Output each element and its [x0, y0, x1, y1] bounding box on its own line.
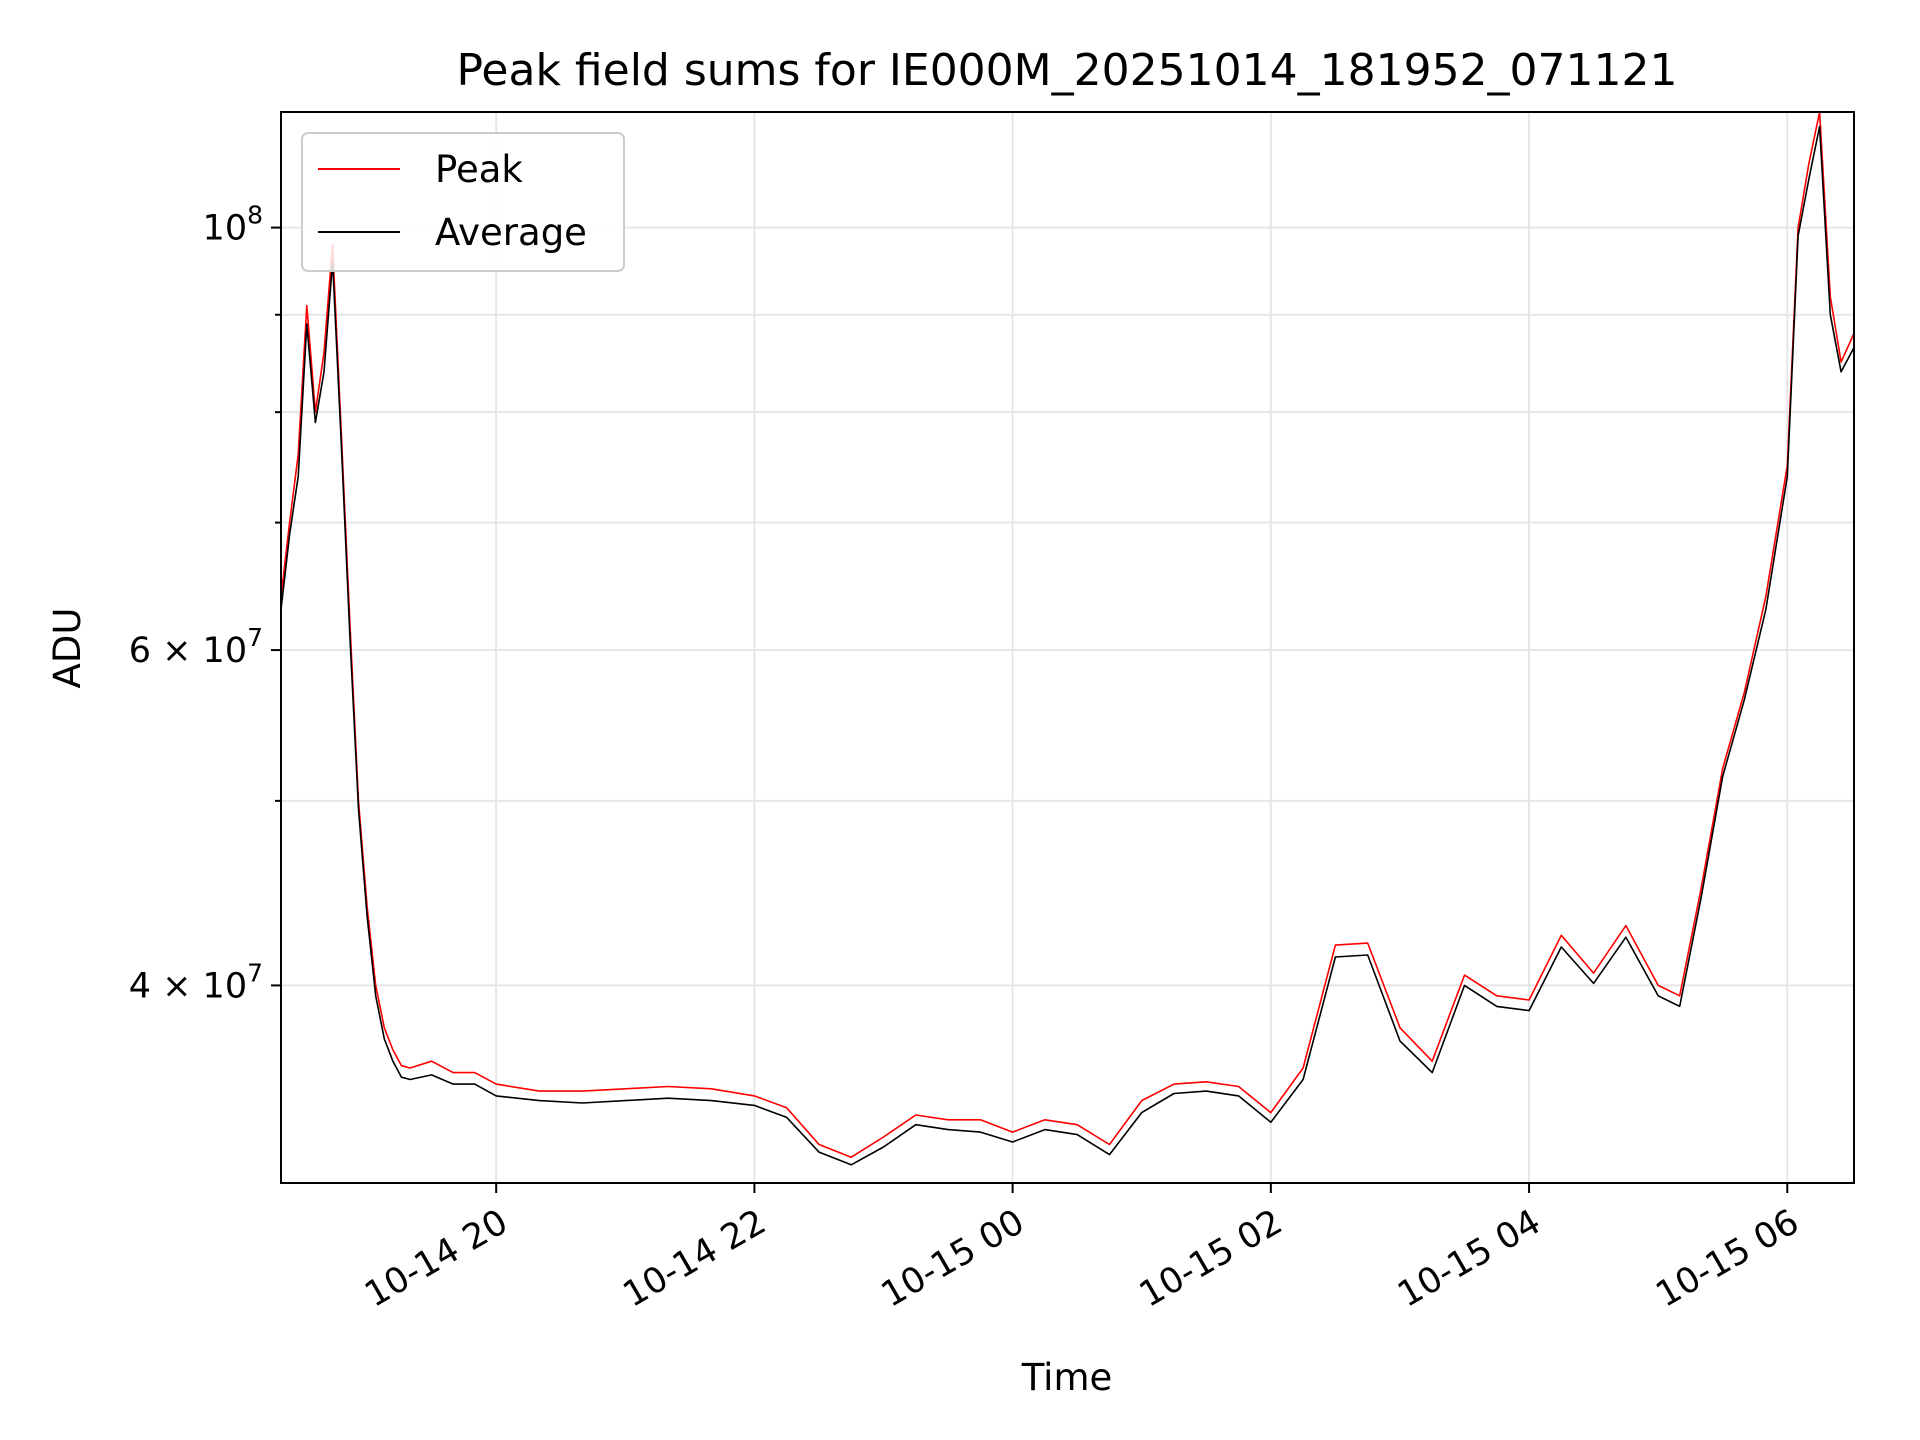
y-tick-label-exponent: 7 [247, 623, 263, 652]
y-tick-label: 4 × 107 [129, 958, 263, 1006]
y-tick-label-ten: 10 [203, 631, 248, 671]
y-tick-label-exponent: 8 [247, 201, 263, 230]
y-tick-label-times: × [151, 631, 203, 671]
series-line-peak [280, 111, 1855, 1158]
series-line-average [280, 125, 1855, 1166]
legend: Peak Average [301, 132, 625, 272]
grid [281, 112, 1854, 1183]
y-tick-label-ten: 10 [203, 209, 248, 249]
y-tick-label-ten: 10 [203, 966, 248, 1006]
legend-box [301, 132, 625, 272]
y-tick-label-times: × [151, 966, 203, 1006]
y-tick-label: 108 [203, 201, 263, 249]
y-tick-label: 6 × 107 [129, 623, 263, 671]
series-layer [280, 111, 1855, 1166]
y-axis-label: ADU [46, 608, 89, 689]
y-tick-label-base: 4 [129, 966, 151, 1006]
legend-label-average: Average [435, 211, 587, 254]
x-axis-label: Time [1021, 1356, 1113, 1399]
chart-title: Peak field sums for IE000M_20251014_1819… [456, 45, 1677, 96]
plot-frame [280, 111, 1855, 1184]
y-tick-label-exponent: 7 [247, 958, 263, 987]
y-tick-label-base: 6 [129, 631, 151, 671]
legend-label-peak: Peak [435, 148, 523, 191]
